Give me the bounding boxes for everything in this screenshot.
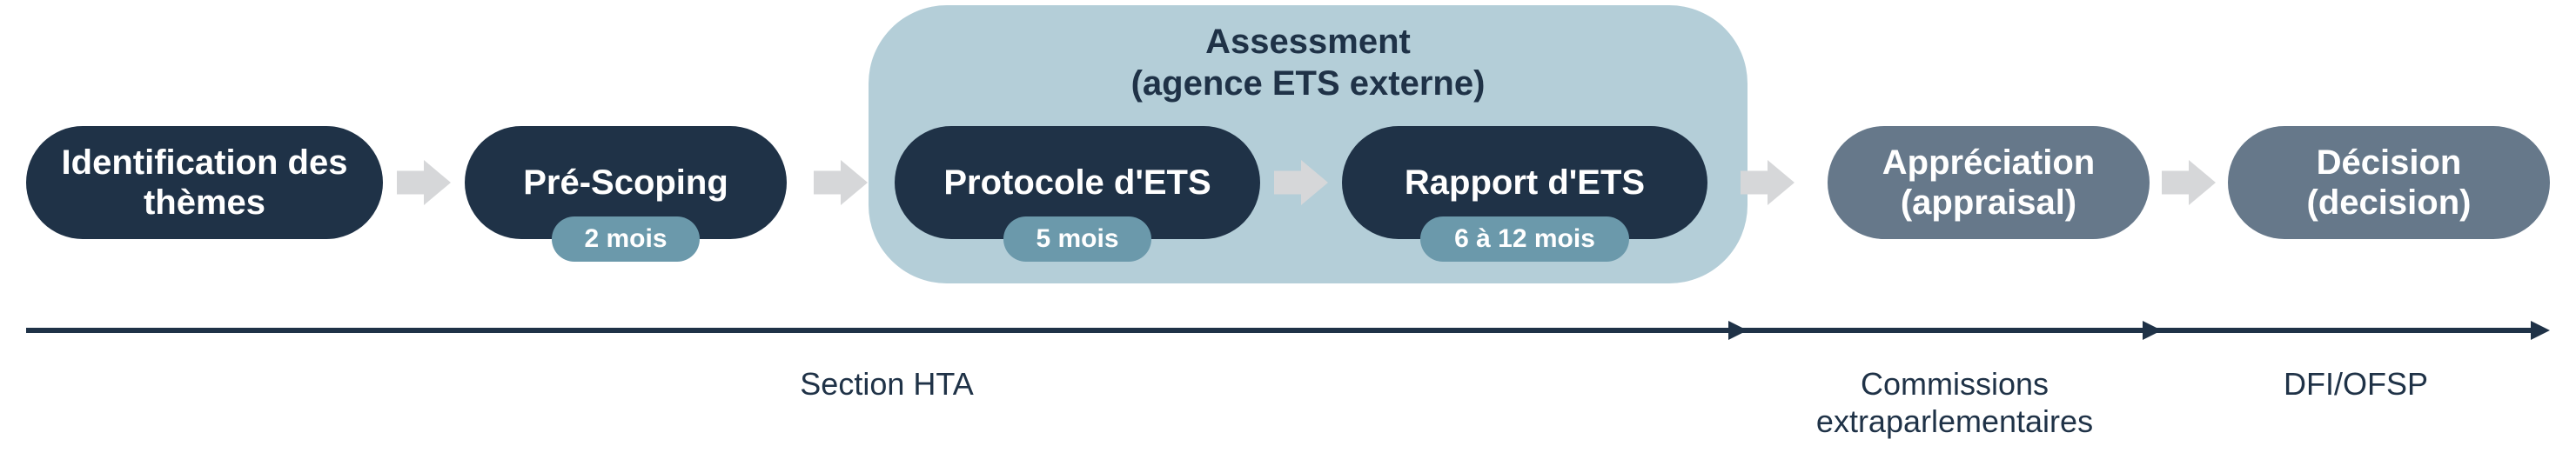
arrow-appreciation-to-decision xyxy=(2162,160,2216,205)
assessment-title-line2: (agence ETS externe) xyxy=(1131,63,1486,104)
assessment-title: Assessment(agence ETS externe) xyxy=(1131,21,1486,104)
duration-badge-rapport: 6 à 12 mois xyxy=(1420,216,1629,262)
arrow-pre-scoping-to-protocole xyxy=(814,160,868,205)
node-label-line2: thèmes xyxy=(62,183,348,223)
node-label-line2: (decision) xyxy=(2307,183,2472,223)
timeline-arrowhead-0 xyxy=(1728,321,1748,340)
node-label-line1: Identification des xyxy=(62,143,348,183)
node-identification: Identification desthèmes xyxy=(26,126,383,239)
node-label-line2: (appraisal) xyxy=(1882,183,2095,223)
timeline-arrowhead-2 xyxy=(2531,321,2550,340)
node-label: Appréciation(appraisal) xyxy=(1882,143,2095,223)
timeline-label-2: DFI/OFSP xyxy=(2138,365,2573,403)
duration-badge-protocole: 5 mois xyxy=(1003,216,1151,262)
node-label: Rapport d'ETS xyxy=(1405,163,1645,203)
node-appreciation: Appréciation(appraisal) xyxy=(1828,126,2150,239)
node-label-line1: Protocole d'ETS xyxy=(943,163,1211,203)
node-label-line1: Pré-Scoping xyxy=(523,163,728,203)
node-label-line1: Rapport d'ETS xyxy=(1405,163,1645,203)
arrow-rapport-to-appreciation xyxy=(1741,160,1794,205)
timeline-label-0: Section HTA xyxy=(669,365,1104,403)
node-label-line1: Décision xyxy=(2307,143,2472,183)
node-label: Identification desthèmes xyxy=(62,143,348,223)
timeline-arrowhead-1 xyxy=(2143,321,2162,340)
timeline-label-1: Commissionsextraparlementaires xyxy=(1737,365,2172,440)
node-label: Protocole d'ETS xyxy=(943,163,1211,203)
duration-badge-pre-scoping: 2 mois xyxy=(552,216,700,262)
arrow-identification-to-pre-scoping xyxy=(397,160,451,205)
node-label: Pré-Scoping xyxy=(523,163,728,203)
arrow-protocole-to-rapport xyxy=(1274,160,1328,205)
node-label-line1: Appréciation xyxy=(1882,143,2095,183)
assessment-title-line1: Assessment xyxy=(1131,21,1486,63)
process-diagram: Assessment(agence ETS externe) Identifica… xyxy=(0,0,2576,466)
node-decision: Décision(decision) xyxy=(2228,126,2550,239)
node-label: Décision(decision) xyxy=(2307,143,2472,223)
